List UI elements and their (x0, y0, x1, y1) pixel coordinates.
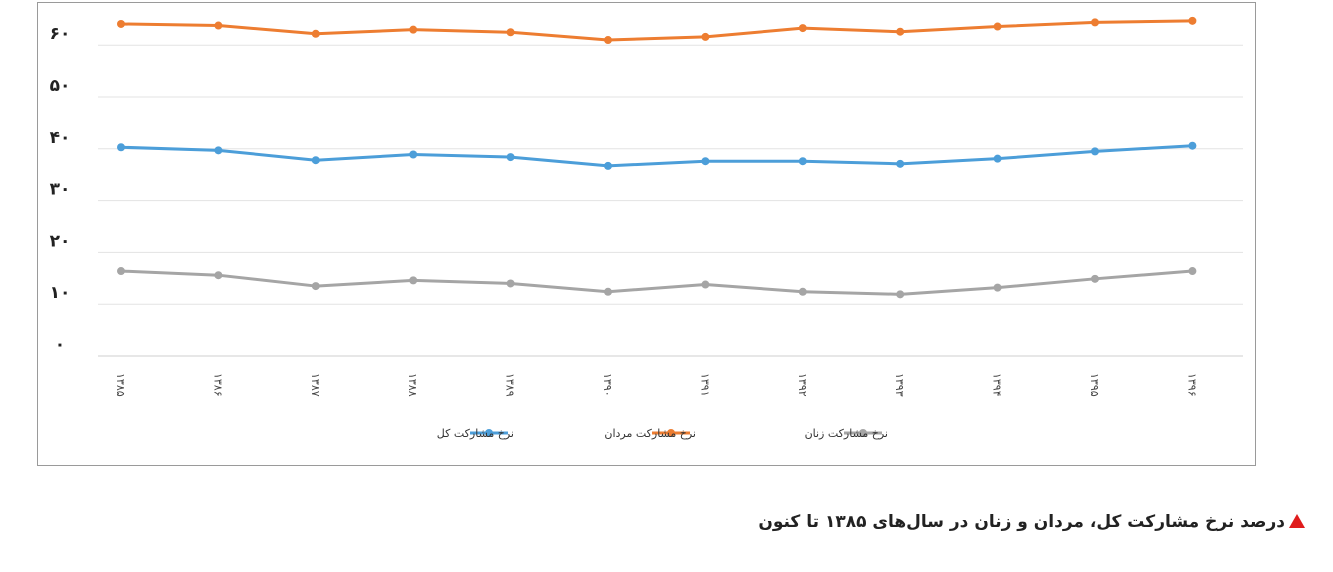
series-0 (117, 141, 1197, 170)
data-point (214, 146, 223, 155)
data-point (604, 161, 612, 170)
y-tick-label: ۰ (55, 335, 65, 355)
gridlines (98, 44, 1243, 357)
chart-caption: درصد نرخ مشارکت کل، مردان و زنان در سال‌… (758, 512, 1305, 532)
x-tick-label: ۱۳۸۹ (504, 373, 517, 397)
y-tick-label: ۴۰ (50, 128, 71, 148)
data-point (993, 22, 1002, 31)
x-tick-label: ۱۳۹۶ (1185, 373, 1198, 397)
x-tick-label: ۱۳۸۷ (309, 373, 322, 397)
data-point (896, 290, 905, 299)
x-tick-label: ۱۳۹۳ (893, 373, 906, 397)
data-point (409, 150, 418, 159)
x-tick-label: ۱۳۹۵ (1088, 373, 1101, 397)
series-1 (117, 16, 1197, 45)
data-point (214, 271, 223, 280)
legend-label: نرخ مشارکت زنان (805, 427, 888, 440)
data-point (506, 279, 515, 288)
data-point (311, 156, 320, 165)
data-point (701, 280, 710, 289)
series-line (120, 19, 1193, 42)
legend-label: نرخ مشارکت مردان (604, 427, 696, 440)
x-tick-label: ۱۳۹۲ (796, 373, 809, 397)
data-point (896, 27, 905, 36)
y-tick-label: ۵۰ (50, 76, 71, 96)
data-point (311, 282, 320, 291)
data-point (506, 153, 515, 162)
x-tick-label: ۱۳۹۴ (991, 373, 1004, 397)
data-point (701, 157, 710, 166)
legend-item: نرخ مشارکت کل (437, 427, 514, 440)
caption-text: درصد نرخ مشارکت کل، مردان و زنان در سال‌… (758, 512, 1285, 532)
data-point (1091, 274, 1099, 283)
legend-marker (485, 429, 493, 437)
x-tick-label: ۱۳۸۶ (211, 373, 224, 397)
series-2 (117, 267, 1197, 299)
data-point (117, 19, 125, 28)
caption-triangle-icon (1289, 514, 1305, 528)
data-point (1188, 267, 1197, 276)
legend-marker (667, 429, 675, 437)
data-point (409, 276, 418, 285)
series-lines (117, 16, 1197, 299)
data-point (311, 29, 320, 38)
y-tick-label: ۱۰ (50, 283, 71, 303)
data-point (604, 287, 612, 296)
legend-label: نرخ مشارکت کل (437, 427, 514, 440)
data-point (1188, 16, 1197, 25)
data-point (506, 28, 515, 37)
y-tick-label: ۶۰ (50, 24, 71, 44)
data-point (117, 267, 125, 276)
legend-marker (859, 429, 867, 437)
data-point (117, 143, 125, 152)
data-point (1091, 147, 1099, 156)
data-point (798, 287, 807, 296)
data-point (1188, 141, 1197, 150)
x-tick-label: ۱۳۸۸ (406, 373, 419, 397)
data-point (896, 159, 905, 168)
data-point (993, 283, 1002, 292)
x-tick-label: ۱۳۹۱ (698, 373, 711, 397)
x-tick-label: ۱۳۸۵ (114, 373, 127, 397)
data-point (798, 24, 807, 33)
legend: نرخ مشارکت کل نرخ مشارکت مردان نرخ مشارکت … (437, 427, 888, 440)
series-line (120, 144, 1193, 168)
series-line (120, 269, 1193, 296)
y-axis-labels: ۰ ۱۰ ۲۰ ۳۰ ۴۰ ۵۰ ۶۰ (50, 24, 71, 355)
chart-frame: ۰ ۱۰ ۲۰ ۳۰ ۴۰ ۵۰ ۶۰ ۱۳۸۵ ۱۳۸۶ ۱۳۸۷ ۱۳۸۸ ۱۳۸۹ ۱۳۹۰ ۱۳… (37, 2, 1256, 466)
data-point (798, 157, 807, 166)
legend-item: نرخ مشارکت مردان (604, 427, 696, 440)
x-axis-labels: ۱۳۸۵ ۱۳۸۶ ۱۳۸۷ ۱۳۸۸ ۱۳۸۹ ۱۳۹۰ ۱۳۹۱ ۱۳۹۲ ۱۳۹۳ ۱۳۹۴… (114, 373, 1198, 397)
data-point (214, 21, 223, 30)
data-point (701, 32, 710, 41)
legend-item: نرخ مشارکت زنان (805, 427, 888, 440)
y-tick-label: ۲۰ (50, 231, 71, 251)
data-point (1091, 18, 1099, 27)
data-point (409, 25, 418, 34)
data-point (604, 36, 612, 45)
y-tick-label: ۳۰ (50, 180, 71, 200)
data-point (993, 154, 1002, 163)
x-tick-label: ۱۳۹۰ (601, 373, 614, 397)
